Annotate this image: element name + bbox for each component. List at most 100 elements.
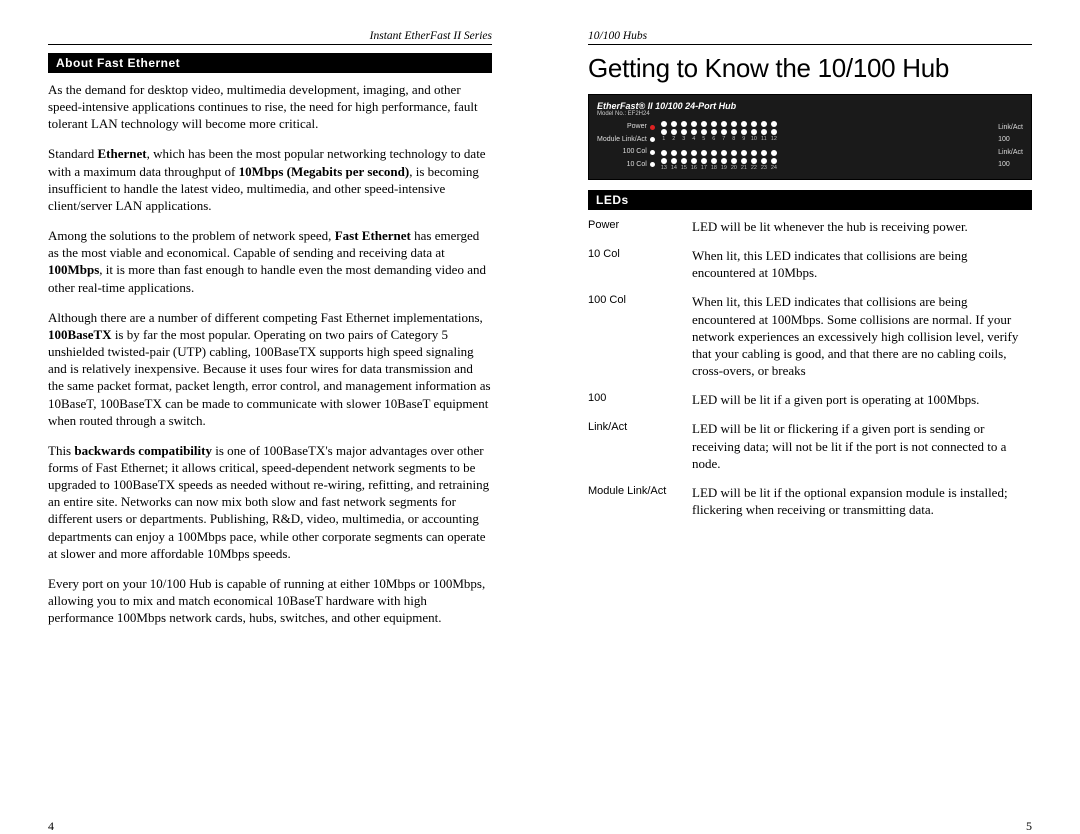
led-port-number: 16 — [691, 166, 697, 172]
led-indicator — [771, 158, 777, 164]
led-port-number: 2 — [671, 137, 677, 143]
led-port-number: 23 — [761, 166, 767, 172]
led-indicator — [671, 129, 677, 135]
led-description: When lit, this LED indicates that collis… — [692, 293, 1032, 379]
led-indicator — [691, 129, 697, 135]
body-paragraph: Among the solutions to the problem of ne… — [48, 227, 492, 296]
led-indicator — [711, 158, 717, 164]
led-indicator — [661, 150, 667, 156]
led-indicator — [701, 150, 707, 156]
led-port-number: 1 — [661, 137, 667, 143]
led-indicator — [721, 150, 727, 156]
body-paragraph: Standard Ethernet, which has been the mo… — [48, 145, 492, 214]
page-number: 5 — [1026, 819, 1032, 834]
led-port-number: 14 — [671, 166, 677, 172]
led-port-number: 4 — [691, 137, 697, 143]
led-port-number: 15 — [681, 166, 687, 172]
led-port-number: 12 — [771, 137, 777, 143]
led-description: When lit, this LED indicates that collis… — [692, 247, 1032, 281]
led-indicator — [661, 158, 667, 164]
led-indicator — [661, 121, 667, 127]
hub-model-number: Model No.: EF2H24 — [597, 111, 1023, 117]
hub-left-labels: Power Module Link/Act 100 Col 10 Col — [597, 121, 655, 171]
led-description: LED will be lit or flickering if a given… — [692, 420, 1032, 471]
led-indicator — [681, 129, 687, 135]
led-indicator — [761, 158, 767, 164]
hub-right-labels: Link/Act 100 Link/Act 100 — [998, 121, 1023, 171]
led-term: Link/Act — [588, 420, 692, 433]
led-indicator — [721, 129, 727, 135]
body-paragraph: Every port on your 10/100 Hub is capable… — [48, 575, 492, 626]
led-indicator — [741, 129, 747, 135]
left-page: Instant EtherFast II Series About Fast E… — [0, 30, 540, 824]
led-port-number: 11 — [761, 137, 767, 143]
led-indicator — [731, 150, 737, 156]
body-paragraph: Although there are a number of different… — [48, 309, 492, 429]
page-header-right: 10/100 Hubs — [588, 30, 1032, 45]
section-title-bar: About Fast Ethernet — [48, 53, 492, 73]
led-port-number: 5 — [701, 137, 707, 143]
hub-product-title: EtherFast® II 10/100 24-Port Hub — [597, 101, 1023, 111]
led-indicator — [691, 158, 697, 164]
led-indicator — [721, 121, 727, 127]
led-indicator — [731, 121, 737, 127]
led-indicator — [701, 121, 707, 127]
led-indicator — [711, 150, 717, 156]
led-description: LED will be lit whenever the hub is rece… — [692, 218, 1032, 235]
led-indicator — [711, 129, 717, 135]
led-indicator — [661, 129, 667, 135]
led-port-number: 21 — [741, 166, 747, 172]
led-indicator — [691, 121, 697, 127]
right-page: 10/100 Hubs Getting to Know the 10/100 H… — [540, 30, 1080, 824]
hub-led-grid: 123456789101112131415161718192021222324 — [661, 121, 992, 171]
led-port-number: 24 — [771, 166, 777, 172]
led-description: LED will be lit if a given port is opera… — [692, 391, 1032, 408]
body-paragraph: As the demand for desktop video, multime… — [48, 81, 492, 132]
led-port-number: 7 — [721, 137, 727, 143]
led-term: 10 Col — [588, 247, 692, 260]
body-paragraph: This backwards compatibility is one of 1… — [48, 442, 492, 562]
led-definition-row: 100 ColWhen lit, this LED indicates that… — [588, 293, 1032, 379]
led-port-number: 6 — [711, 137, 717, 143]
led-definition-row: 100LED will be lit if a given port is op… — [588, 391, 1032, 408]
led-indicator — [691, 150, 697, 156]
led-indicator — [671, 150, 677, 156]
led-description: LED will be lit if the optional expansio… — [692, 484, 1032, 518]
led-indicator — [761, 129, 767, 135]
led-port-number: 3 — [681, 137, 687, 143]
led-indicator — [671, 158, 677, 164]
led-port-number: 13 — [661, 166, 667, 172]
led-term: Module Link/Act — [588, 484, 692, 497]
led-port-number: 17 — [701, 166, 707, 172]
led-indicator — [721, 158, 727, 164]
led-port-number: 9 — [741, 137, 747, 143]
led-indicator — [671, 121, 677, 127]
led-definition-row: Module Link/ActLED will be lit if the op… — [588, 484, 1032, 518]
led-definition-row: Link/ActLED will be lit or flickering if… — [588, 420, 1032, 471]
led-indicator — [681, 121, 687, 127]
led-term: 100 — [588, 391, 692, 404]
led-term: 100 Col — [588, 293, 692, 306]
body-text: As the demand for desktop video, multime… — [48, 81, 492, 639]
led-indicator — [751, 129, 757, 135]
led-indicator — [711, 121, 717, 127]
led-indicator — [741, 158, 747, 164]
led-indicator — [771, 129, 777, 135]
led-indicator — [761, 150, 767, 156]
leds-section-bar: LEDs — [588, 190, 1032, 210]
led-term: Power — [588, 218, 692, 231]
led-indicator — [681, 158, 687, 164]
led-port-number: 19 — [721, 166, 727, 172]
led-port-number: 8 — [731, 137, 737, 143]
led-definitions-table: PowerLED will be lit whenever the hub is… — [588, 218, 1032, 530]
led-definition-row: 10 ColWhen lit, this LED indicates that … — [588, 247, 1032, 281]
led-indicator — [731, 158, 737, 164]
led-indicator — [701, 158, 707, 164]
led-indicator — [751, 121, 757, 127]
led-indicator — [771, 150, 777, 156]
page-header-left: Instant EtherFast II Series — [48, 30, 492, 45]
led-indicator — [731, 129, 737, 135]
led-indicator — [751, 158, 757, 164]
led-port-number: 10 — [751, 137, 757, 143]
chapter-title: Getting to Know the 10/100 Hub — [588, 53, 1032, 84]
